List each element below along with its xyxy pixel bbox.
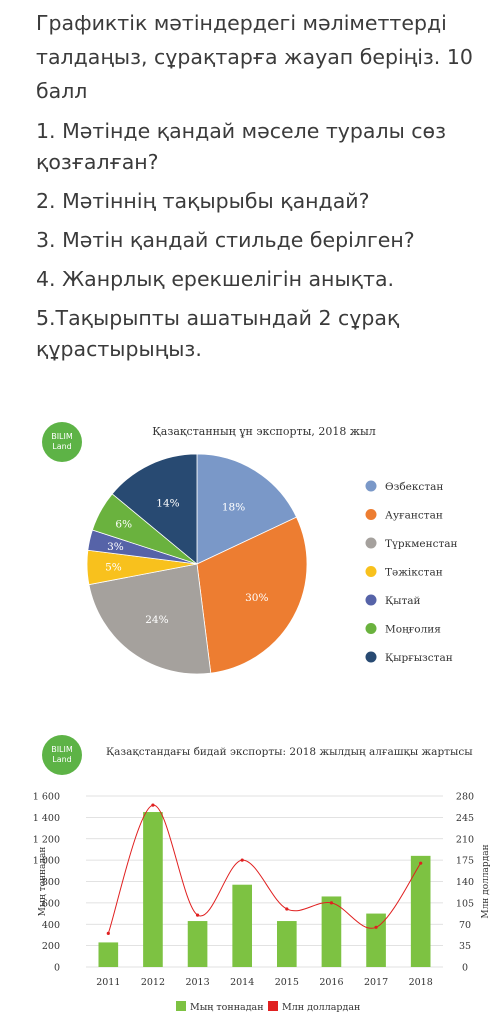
pie-label-0: 18% [222,501,245,513]
legend-label-line: Млн доллардан [282,1002,360,1013]
legend-marker-2 [365,537,377,549]
legend-label-1: Ауғанстан [385,510,443,522]
line-point-2017 [374,925,378,929]
pie-slice-1 [196,516,308,674]
pie-label-6: 14% [156,497,179,509]
pie-label-5: 6% [115,519,132,531]
y2-tick-7: 245 [456,813,474,824]
y2-axis-label: Млн доллардан [481,844,491,918]
legend-label-4: Қытай [385,595,421,607]
legend-marker-bars [176,1001,186,1011]
bilimland-logo-2: BILIM Land [42,735,82,775]
legend-marker-4 [365,594,377,606]
bilimland-logo-1: BILIM Land [42,422,82,462]
line-point-2016 [329,901,334,905]
question-4: 4. Жанрлық ерекшелігін анықта. [36,267,395,291]
y-tick-0: 0 [54,963,60,974]
bar-line [106,803,423,936]
bar-2018 [410,855,431,967]
legend-marker-3 [365,566,377,577]
legend-label-3: Тәжікстан [385,567,443,579]
line-point-2013 [195,913,200,917]
line-point-2015 [285,907,289,911]
x-tick-2015: 2015 [275,977,299,988]
x-tick-2014: 2014 [230,977,254,988]
y-tick-6: 1 200 [33,834,60,845]
y2-tick-3: 105 [456,898,474,909]
question-2: 2. Мәтіннің тақырыбы қандай? [36,189,370,213]
line-point-2012 [151,803,155,807]
x-tick-2011: 2011 [96,977,120,988]
legend-marker-line [268,1001,278,1011]
legend-label-2: Түркменстан [385,538,458,550]
bar-2014 [232,884,253,967]
bar-2011 [98,942,119,967]
legend-label-0: Өзбекстан [385,481,443,493]
logo-line2: Land [52,442,72,451]
y-tick-7: 1 400 [33,813,60,824]
line-point-2018 [419,861,423,865]
y2-tick-5: 175 [456,856,474,867]
pie-label-2: 24% [145,614,168,626]
legend-marker-5 [365,623,377,634]
legend-label-6: Қырғызстан [385,652,453,664]
bar-line-chart: BILIM Land Қазақстандағы бидай экспорты:… [33,735,491,1013]
line-point-2011 [106,931,110,936]
question-5: 5.Тақырыпты ашатындай 2 сұрақ құрастырың… [36,306,400,361]
legend-label-5: Моңғолия [385,624,441,636]
pie-label-1: 30% [245,592,268,604]
logo-line2: Land [52,755,72,764]
legend-label-bars: Мың тоннадан [190,1002,264,1013]
task-intro: Графиктік мәтіндердегі мәліметтерді талд… [36,11,473,103]
bar-2016 [321,896,342,967]
y2-tick-8: 280 [456,792,474,803]
bar-2015 [276,921,297,967]
y-tick-5: 1 000 [33,856,60,867]
bar-axes: 0 0 200 35 400 70 600 105 800 140 1 000 175 1 200 210… [33,792,491,989]
legend-marker-0 [365,480,377,492]
bar-bars [98,812,431,967]
pie-slices: 18% 30% 24% 5% 3% 6% 14% [86,453,308,675]
y-tick-8: 1 600 [33,792,60,803]
y2-tick-4: 140 [456,877,474,888]
bar-title: Қазақстандағы бидай экспорты: 2018 жылды… [106,746,473,758]
bar-2013 [187,921,208,967]
x-tick-2018: 2018 [409,977,433,988]
logo-line1: BILIM [51,432,73,441]
y2-tick-2: 70 [459,920,471,931]
pie-slice-2 [88,563,212,675]
x-tick-2017: 2017 [364,977,388,988]
y-tick-3: 600 [42,898,60,909]
y2-tick-0: 0 [462,963,468,974]
task-text: Графиктік мәтіндердегі мәліметтерді талд… [36,6,491,365]
x-tick-2016: 2016 [319,977,343,988]
logo-circle [42,735,82,775]
logo-line1: BILIM [51,745,73,754]
bar-2017 [366,913,386,967]
question-1: 1. Мәтінде қандай мәселе туралы сөз қозғ… [36,119,446,174]
x-tick-2012: 2012 [141,977,165,988]
question-3: 3. Мәтін қандай стильде берілген? [36,228,415,252]
legend-marker-1 [365,509,377,520]
y-tick-1: 200 [42,941,60,952]
pie-chart: BILIM Land Қазақстанның ұн экспорты, 201… [42,422,458,675]
pie-label-3: 5% [105,562,122,574]
pie-slice-6 [111,453,198,565]
bar-2012 [143,812,163,967]
y-tick-2: 400 [42,920,60,931]
y-tick-4: 800 [42,877,60,888]
pie-label-4: 3% [107,541,124,553]
pie-title: Қазақстанның ұн экспорты, 2018 жыл [152,425,376,438]
legend-marker-6 [365,651,377,663]
bar-legend: Мың тоннадан Млн доллардан [176,1001,360,1013]
y2-tick-6: 210 [456,834,474,845]
y-axis-label: Мың тоннадан [38,847,48,917]
y2-tick-1: 35 [459,941,471,952]
pie-legend: Өзбекстан Ауғанстан Түркменстан Тәжікстан Қы… [365,480,458,664]
x-tick-2013: 2013 [185,977,209,988]
line-point-2014 [240,858,244,862]
logo-circle [42,422,82,462]
pie-slice-0 [196,453,298,565]
